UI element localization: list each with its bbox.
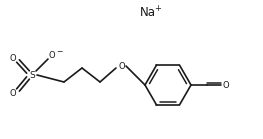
Text: +: + bbox=[155, 3, 161, 13]
Text: O: O bbox=[119, 61, 125, 70]
Text: O: O bbox=[49, 50, 55, 59]
Text: S: S bbox=[29, 70, 35, 80]
Text: −: − bbox=[56, 48, 62, 56]
Text: Na: Na bbox=[140, 6, 156, 18]
Text: O: O bbox=[10, 54, 16, 63]
Text: O: O bbox=[10, 89, 16, 97]
Text: O: O bbox=[223, 80, 229, 90]
